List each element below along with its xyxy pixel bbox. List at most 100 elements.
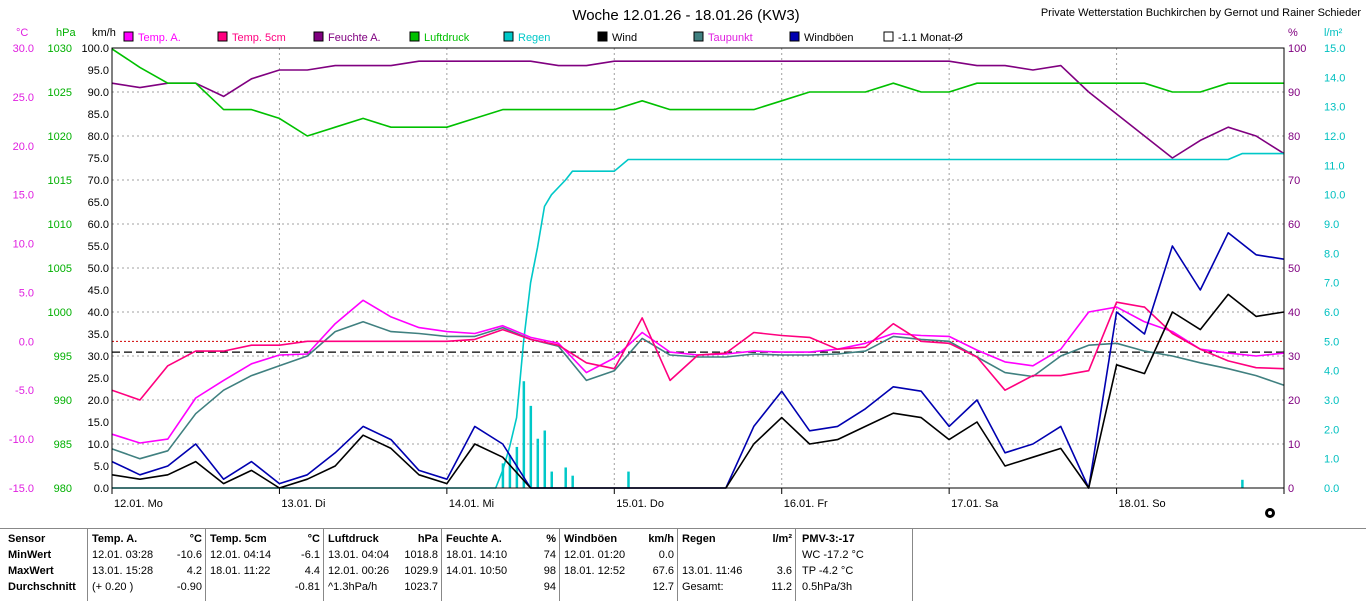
rain-bar — [508, 455, 512, 488]
stats-header-name: Windböen — [564, 533, 618, 545]
legend-label: Taupunkt — [708, 32, 753, 44]
axis-unit-rain: l/m² — [1324, 27, 1343, 39]
stats-time: ^1.3hPa/h — [328, 581, 378, 593]
stats-header-name: Luftdruck — [328, 533, 379, 545]
stats-value: 1029.9 — [404, 565, 438, 577]
series-temp-5cm — [111, 301, 1285, 401]
stats-value-row: 14.01. 10:50 98 — [446, 563, 556, 579]
legend-item: Temp. A. — [123, 31, 181, 44]
pmv-trend: 0.5hPa/3h — [802, 581, 853, 593]
legend-label: Luftdruck — [424, 32, 470, 44]
stats-value-row: 13.01. 15:28 4.2 — [92, 563, 202, 579]
stats-time: 14.01. 10:50 — [446, 565, 508, 577]
chart-title: Woche 12.01.26 - 18.01.26 (KW3) — [572, 7, 799, 24]
stats-time: 12.01. 01:20 — [564, 549, 626, 561]
scroll-indicator-icon[interactable] — [1265, 508, 1275, 518]
stats-separator — [912, 529, 913, 601]
axis-tick-rain: 9.0 — [1324, 219, 1339, 231]
axis-tick-rain: 7.0 — [1324, 278, 1339, 290]
legend-label: Feuchte A. — [328, 32, 381, 44]
stats-time: 12.01. 00:26 — [328, 565, 390, 577]
stats-header-name: Regen — [682, 533, 716, 545]
stats-value: 94 — [543, 581, 556, 593]
axis-tick-wind: 100.0 — [81, 43, 109, 55]
rain-bar — [529, 405, 533, 488]
axis-tick-humidity: 70 — [1288, 175, 1300, 187]
axis-tick-humidity: 100 — [1288, 43, 1306, 55]
grid — [112, 48, 1284, 488]
stats-column: Luftdruck hPa 13.01. 04:04 1018.8 12.01. 00:… — [328, 531, 438, 595]
rain-bar — [501, 463, 505, 488]
axis-tick-wind: 20.0 — [88, 395, 109, 407]
axis-tick-pressure: 985 — [54, 439, 72, 451]
stats-header-name: Temp. 5cm — [210, 533, 267, 545]
legend-swatch — [217, 31, 228, 42]
stats-time: 13.01. 11:46 — [682, 565, 743, 577]
x-axis-label: 12.01. Mo — [114, 498, 163, 510]
axis-unit-temp: °C — [16, 27, 28, 39]
stats-value: -6.1 — [301, 549, 320, 561]
axis-tick-wind: 35.0 — [88, 329, 109, 341]
axis-tick-temp: 20.0 — [13, 141, 34, 153]
legend-item: Taupunkt — [693, 31, 753, 44]
stats-row-label: MinWert — [8, 549, 52, 561]
legend-label: Regen — [518, 32, 550, 44]
stats-value: 11.2 — [771, 581, 792, 593]
rain-bar — [522, 381, 526, 488]
axis-unit-pressure: hPa — [56, 27, 76, 39]
x-axis-label: 16.01. Fr — [784, 498, 828, 510]
stats-value-row: 12.01. 00:26 1029.9 — [328, 563, 438, 579]
legend-swatch — [313, 31, 324, 42]
reference-lines — [112, 340, 1284, 353]
stats-header-unit: hPa — [417, 533, 438, 545]
rain-bar — [564, 467, 567, 488]
axis-tick-wind: 25.0 — [88, 373, 109, 385]
legend-label: -1.1 Monat-Ø — [898, 32, 963, 44]
legend-item: Regen — [503, 31, 550, 44]
axis-tick-pressure: 990 — [54, 395, 72, 407]
axes: °C 30.0 25.0 20.0 15.0 10.0 5.0 0.0 -5.0 -10.0 -15… — [9, 27, 1346, 495]
stats-column: Windböen km/h 12.01. 01:20 0.0 18.01. 12:52 6… — [564, 531, 674, 595]
stats-value: 67.6 — [652, 565, 674, 577]
axis-tick-temp: 0.0 — [19, 336, 34, 348]
axis-tick-pressure: 1010 — [48, 219, 72, 231]
stats-row-label: Sensor — [8, 533, 46, 545]
stats-time: 12.01. 03:28 — [92, 549, 154, 561]
stats-value: 74 — [543, 549, 556, 561]
stats-separator — [441, 529, 442, 601]
axis-tick-wind: 0.0 — [94, 483, 109, 495]
stats-header-unit: °C — [189, 533, 202, 545]
axis-tick-pressure: 1005 — [48, 263, 72, 275]
stats-separator — [677, 529, 678, 601]
stats-column: Temp. A. °C 12.01. 03:28 -10.6 13.01. 15:28 4… — [92, 531, 202, 595]
stats-header: Luftdruck hPa — [328, 531, 438, 547]
axis-tick-humidity: 10 — [1288, 439, 1300, 451]
axis-tick-pressure: 1025 — [48, 87, 72, 99]
axis-tick-humidity: 50 — [1288, 263, 1300, 275]
axis-tick-wind: 45.0 — [88, 285, 109, 297]
stats-time: 18.01. 14:10 — [446, 549, 508, 561]
stats-value: -0.81 — [294, 581, 320, 593]
stats-value: 4.2 — [186, 565, 202, 577]
stats-column: Feuchte A.% 18.01. 14:10 74 14.01. 10:50 98 9… — [446, 531, 556, 595]
stats-value-row: 12.01. 01:20 0.0 — [564, 547, 674, 563]
stats-separator — [87, 529, 88, 601]
stats-row-label: Durchschnitt — [8, 581, 76, 593]
legend-label: Temp. A. — [138, 32, 181, 44]
stats-time: Gesamt: — [682, 581, 724, 593]
stats-header-unit: % — [546, 533, 556, 545]
axis-tick-rain: 10.0 — [1324, 190, 1345, 202]
legend-label: Wind — [612, 32, 637, 44]
pmv-wc: WC -17.2 °C — [802, 549, 864, 561]
pmv-title: PMV-3:-17 — [802, 533, 855, 545]
legend-swatch — [789, 31, 800, 42]
legend-label: Temp. 5cm — [232, 32, 286, 44]
x-axis-label: 15.01. Do — [616, 498, 664, 510]
stats-value: 4.4 — [304, 565, 320, 577]
plot-border — [111, 47, 1285, 489]
axis-tick-rain: 3.0 — [1324, 395, 1339, 407]
axis-tick-humidity: 20 — [1288, 395, 1300, 407]
stats-value-row — [682, 547, 792, 563]
stats-header: Regen l/m² — [682, 531, 792, 547]
axis-tick-humidity: 60 — [1288, 219, 1300, 231]
